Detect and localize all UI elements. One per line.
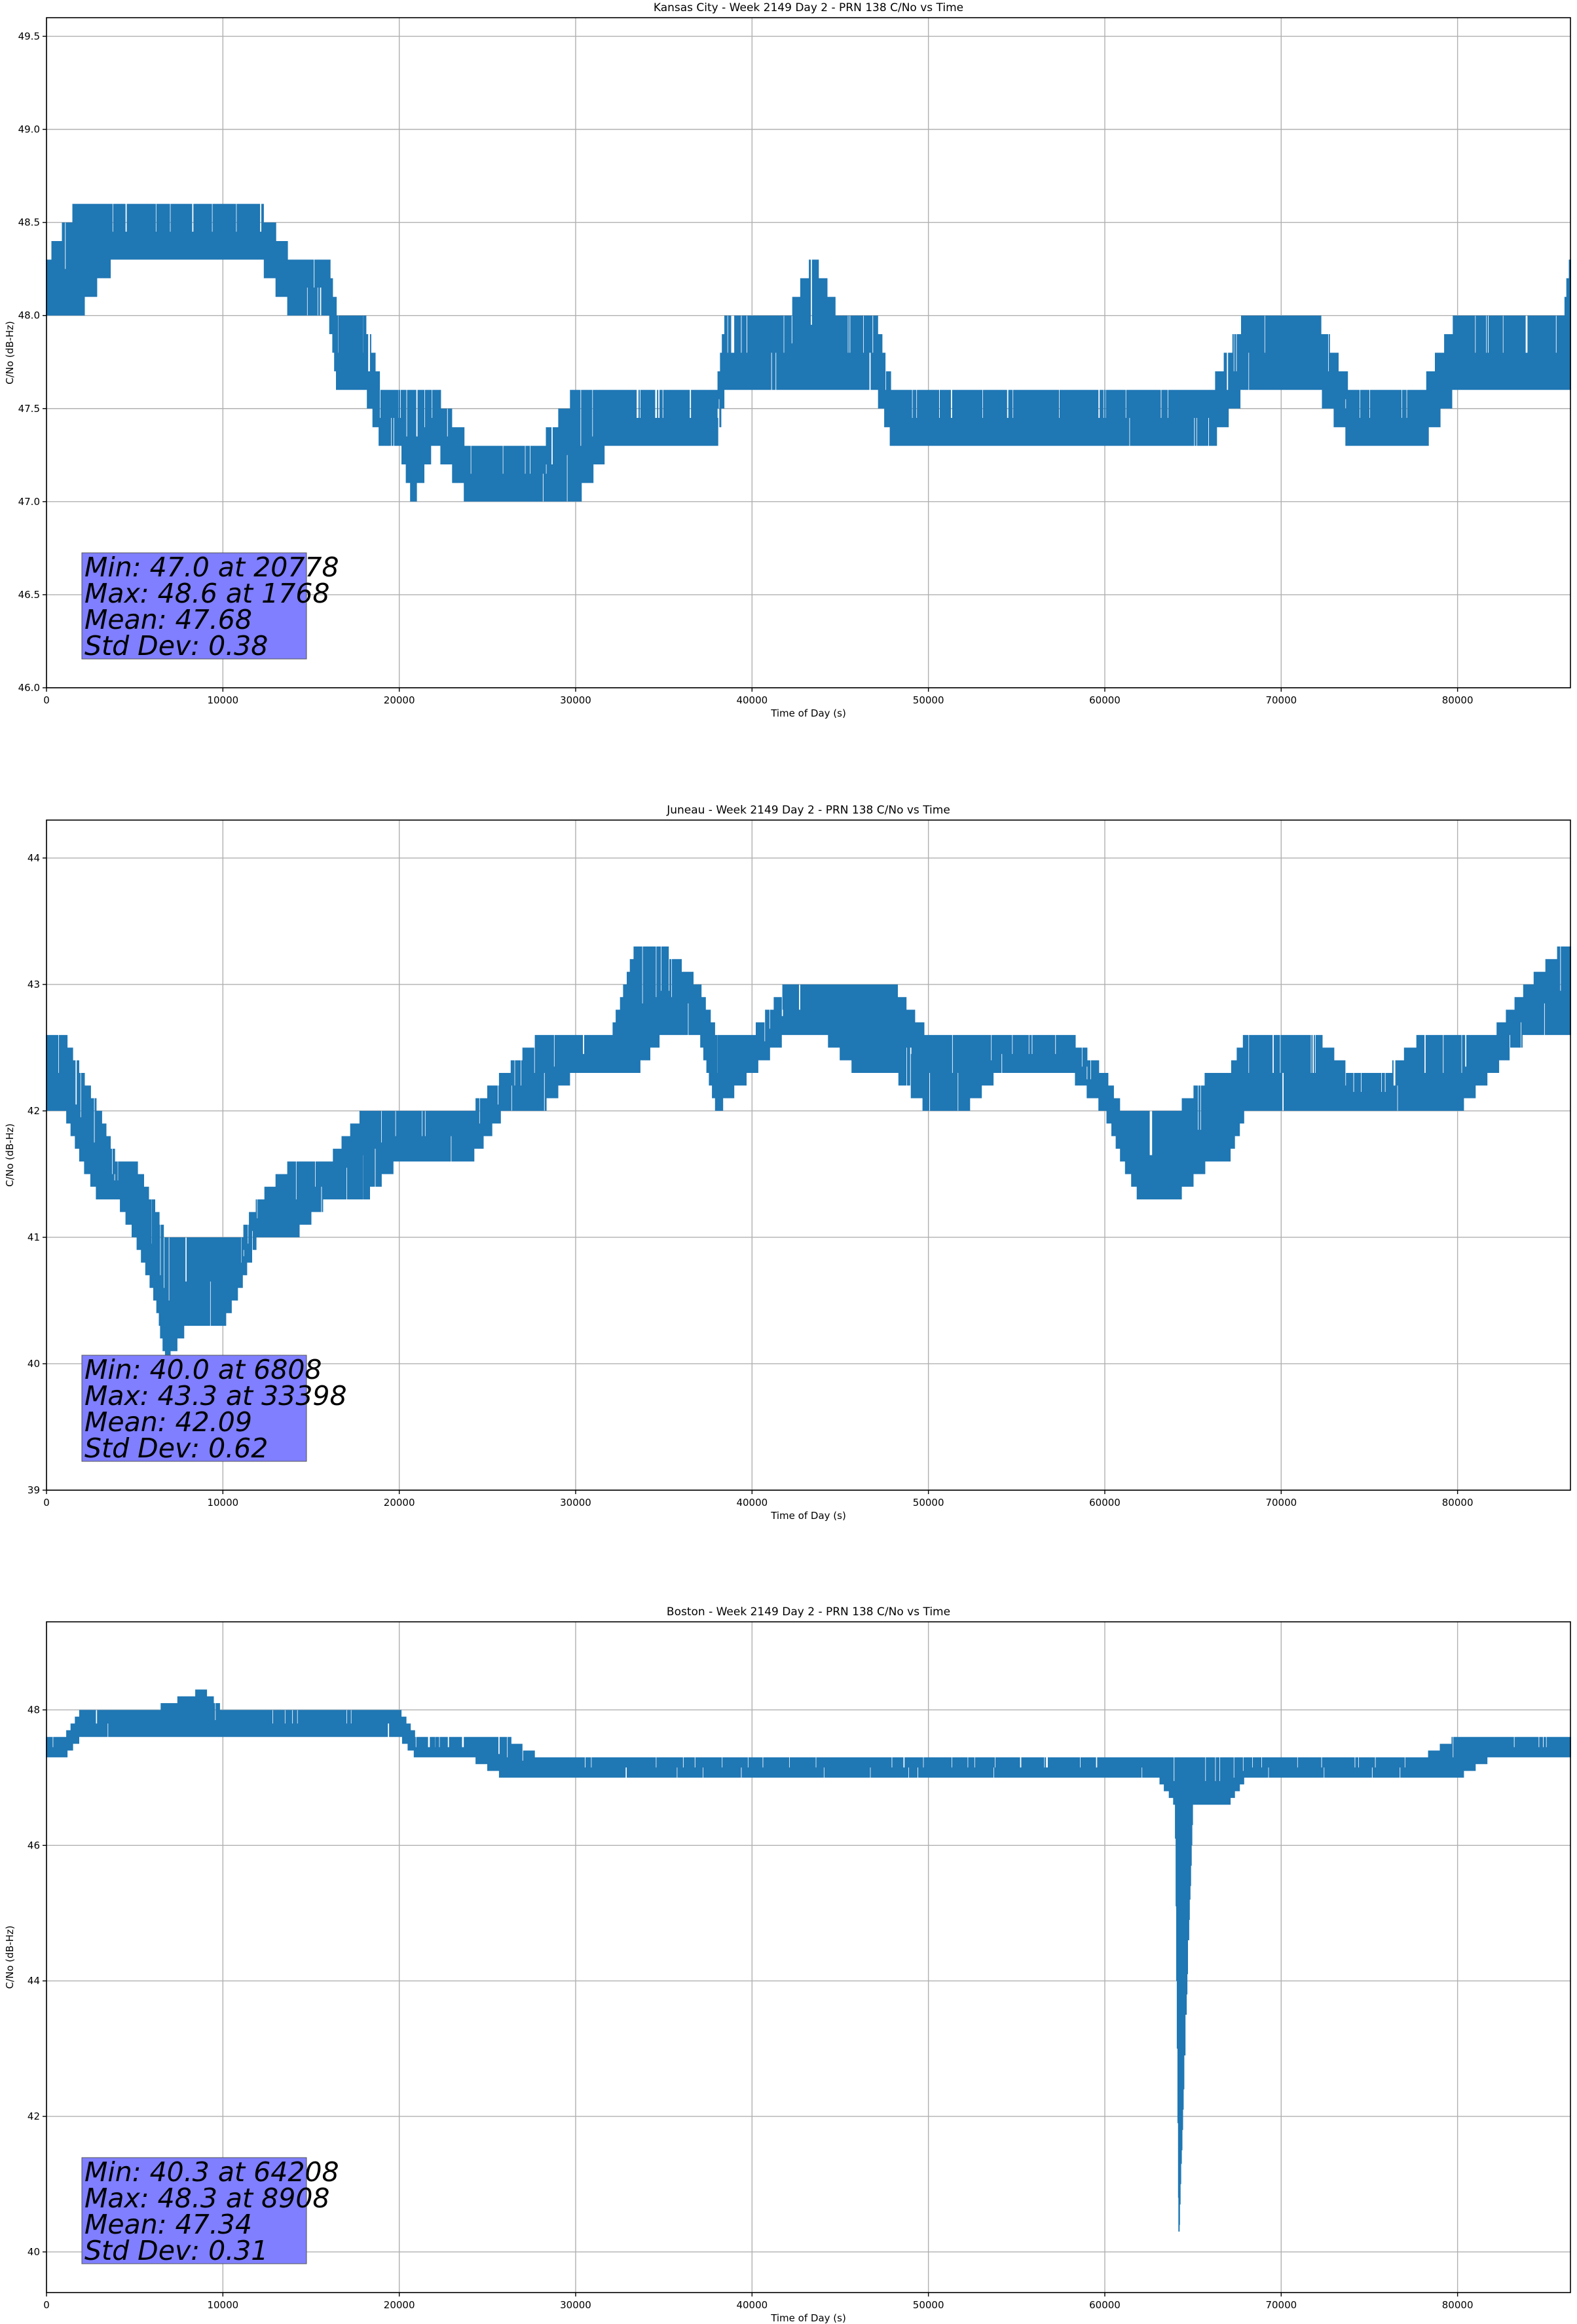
stats-line: Std Dev: 0.38 xyxy=(84,630,268,662)
stats-line: Mean: 42.09 xyxy=(84,1406,252,1438)
x-tick-label: 10000 xyxy=(207,1497,238,1509)
x-tick-label: 70000 xyxy=(1265,694,1297,706)
stats-line: Std Dev: 0.31 xyxy=(84,2235,268,2266)
x-axis-label: Time of Day (s) xyxy=(770,2312,846,2324)
y-tick-label: 41 xyxy=(28,1231,40,1243)
y-axis-label: C/No (dB-Hz) xyxy=(4,1926,16,1989)
subplot-1: 0 10000 20000 30000 40000 50000 60000 70000 8000… xyxy=(4,1,1571,719)
stats-box xyxy=(81,552,307,660)
stats-line: Mean: 47.68 xyxy=(84,604,252,635)
x-tick-label: 50000 xyxy=(913,694,944,706)
stats-line: Min: 47.0 at 20778 xyxy=(84,552,339,583)
stats-line: Mean: 47.34 xyxy=(84,2209,252,2240)
x-tick-label: 20000 xyxy=(384,2299,415,2311)
y-tick-label: 49.0 xyxy=(18,124,40,136)
x-tick-label: 60000 xyxy=(1089,2299,1121,2311)
chart-title: Juneau - Week 2149 Day 2 - PRN 138 C/No … xyxy=(666,804,950,817)
x-tick-label: 60000 xyxy=(1089,694,1121,706)
x-tick-label: 40000 xyxy=(736,694,768,706)
x-tick-label: 70000 xyxy=(1265,1497,1297,1509)
subplot-2: 0 10000 20000 30000 40000 50000 60000 70000 8000… xyxy=(4,804,1571,1522)
stats-line: Min: 40.0 at 6808 xyxy=(84,1354,322,1385)
stats-box xyxy=(81,2157,307,2264)
x-tick-label: 20000 xyxy=(384,694,415,706)
chart-title: Boston - Week 2149 Day 2 - PRN 138 C/No … xyxy=(667,1605,950,1619)
x-tick-label: 0 xyxy=(43,1497,50,1509)
stats-line: Min: 40.3 at 64208 xyxy=(84,2156,339,2188)
x-tick-label: 80000 xyxy=(1442,1497,1474,1509)
y-tick-label: 46 xyxy=(28,1839,40,1851)
y-tick-label: 46.0 xyxy=(18,682,40,694)
y-tick-label: 49.5 xyxy=(18,30,40,42)
y-axis-label: C/No (dB-Hz) xyxy=(4,321,16,384)
x-tick-label: 0 xyxy=(43,2299,50,2311)
x-tick-label: 10000 xyxy=(207,2299,238,2311)
plot-frame xyxy=(46,1621,1571,2293)
x-tick-label: 80000 xyxy=(1442,694,1474,706)
plot-frame xyxy=(46,819,1571,1491)
x-tick-label: 80000 xyxy=(1442,2299,1474,2311)
stats-box xyxy=(81,1355,307,1462)
chart-title: Kansas City - Week 2149 Day 2 - PRN 138 … xyxy=(654,1,963,14)
x-tick-label: 30000 xyxy=(560,1497,591,1509)
plot-frame xyxy=(46,17,1571,688)
x-axis-label: Time of Day (s) xyxy=(770,707,846,719)
y-tick-label: 44 xyxy=(28,852,40,864)
x-tick-label: 50000 xyxy=(913,1497,944,1509)
stats-line: Std Dev: 0.62 xyxy=(84,1433,268,1464)
stats-line: Max: 48.6 at 1768 xyxy=(84,578,330,609)
data-series-line xyxy=(46,204,1571,502)
x-tick-label: 30000 xyxy=(560,694,591,706)
x-tick-label: 0 xyxy=(43,694,50,706)
y-tick-label: 40 xyxy=(28,1358,40,1370)
y-tick-label: 44 xyxy=(28,1975,40,1987)
data-series-line xyxy=(46,1689,1571,2232)
y-tick-label: 48 xyxy=(28,1704,40,1715)
stats-line: Max: 48.3 at 8908 xyxy=(84,2183,330,2214)
subplot-3: 0 10000 20000 30000 40000 50000 60000 70000 8000… xyxy=(4,1605,1571,2324)
y-tick-label: 48.0 xyxy=(18,310,40,322)
x-tick-label: 50000 xyxy=(913,2299,944,2311)
x-axis-label: Time of Day (s) xyxy=(770,1510,846,1522)
y-tick-label: 46.5 xyxy=(18,589,40,601)
x-tick-label: 60000 xyxy=(1089,1497,1121,1509)
y-tick-label: 39 xyxy=(28,1484,40,1496)
x-tick-label: 20000 xyxy=(384,1497,415,1509)
y-tick-label: 47.5 xyxy=(18,403,40,415)
y-tick-label: 47.0 xyxy=(18,496,40,508)
x-tick-label: 40000 xyxy=(736,2299,768,2311)
data-series-line xyxy=(46,946,1571,1364)
x-tick-label: 10000 xyxy=(207,694,238,706)
y-tick-label: 40 xyxy=(28,2246,40,2258)
x-tick-label: 40000 xyxy=(736,1497,768,1509)
y-axis-label: C/No (dB-Hz) xyxy=(4,1123,16,1187)
x-tick-label: 30000 xyxy=(560,2299,591,2311)
stats-line: Max: 43.3 at 33398 xyxy=(84,1380,347,1412)
x-tick-label: 70000 xyxy=(1265,2299,1297,2311)
y-tick-label: 48.5 xyxy=(18,217,40,229)
y-tick-label: 43 xyxy=(28,979,40,990)
y-tick-label: 42 xyxy=(28,1105,40,1117)
y-tick-label: 42 xyxy=(28,2110,40,2122)
